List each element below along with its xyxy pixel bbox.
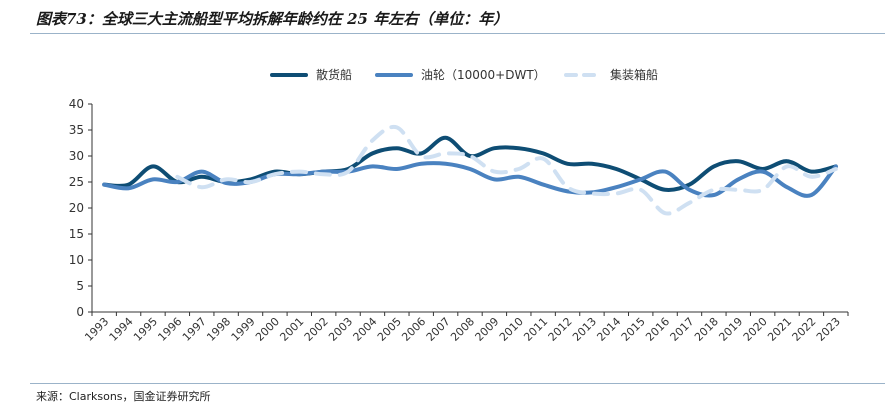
x-tick-label: 2003 xyxy=(326,315,355,344)
x-tick-label: 2019 xyxy=(716,315,745,344)
y-tick-label: 35 xyxy=(69,123,84,137)
legend-label: 油轮（10000+DWT） xyxy=(421,68,546,82)
x-tick-label: 2013 xyxy=(570,315,599,344)
y-tick-label: 10 xyxy=(69,253,84,267)
x-tick-label: 2022 xyxy=(790,315,819,344)
legend-label: 集装箱船 xyxy=(610,67,658,82)
x-tick-label: 2007 xyxy=(424,315,453,344)
x-tick-label: 1995 xyxy=(131,315,160,344)
x-tick-label: 2010 xyxy=(497,315,526,344)
source-note: 来源：Clarksons，国金证券研究所 xyxy=(36,390,211,403)
x-tick-label: 2018 xyxy=(692,315,721,344)
x-tick-label: 2021 xyxy=(765,315,794,344)
x-tick-label: 2005 xyxy=(375,315,404,344)
x-tick-label: 1998 xyxy=(204,315,233,344)
y-tick-label: 5 xyxy=(76,279,84,293)
y-tick-label: 20 xyxy=(69,201,84,215)
x-tick-label: 2001 xyxy=(277,315,306,344)
series-line xyxy=(102,135,838,192)
y-tick-label: 30 xyxy=(69,149,84,163)
x-tick-label: 1994 xyxy=(107,315,136,344)
x-tick-label: 2015 xyxy=(619,315,648,344)
y-tick-label: 40 xyxy=(69,97,84,111)
x-tick-label: 2000 xyxy=(253,315,282,344)
x-tick-label: 2008 xyxy=(448,315,477,344)
x-tick-label: 2020 xyxy=(741,315,770,344)
x-tick-label: 2017 xyxy=(668,315,697,344)
x-tick-label: 2002 xyxy=(302,315,331,344)
x-tick-label: 2016 xyxy=(643,315,672,344)
x-tick-label: 2023 xyxy=(814,315,843,344)
top-divider xyxy=(30,33,885,34)
x-tick-label: 2009 xyxy=(473,315,502,344)
x-tick-label: 1997 xyxy=(180,315,209,344)
x-tick-label: 1993 xyxy=(82,315,111,344)
x-tick-label: 1996 xyxy=(155,315,184,344)
legend-label: 散货船 xyxy=(316,67,352,82)
series-line xyxy=(175,124,838,216)
x-tick-label: 1999 xyxy=(229,315,258,344)
x-tick-label: 2011 xyxy=(521,315,550,344)
y-tick-label: 0 xyxy=(76,305,84,319)
x-tick-label: 2006 xyxy=(399,315,428,344)
x-tick-label: 2012 xyxy=(546,315,575,344)
y-tick-label: 25 xyxy=(69,175,84,189)
series-line xyxy=(102,161,838,198)
x-tick-label: 2004 xyxy=(351,315,380,344)
x-tick-label: 2014 xyxy=(594,315,623,344)
y-tick-label: 15 xyxy=(69,227,84,241)
bottom-divider xyxy=(30,383,885,384)
chart-title: 图表73：全球三大主流船型平均拆解年龄约在 25 年左右（单位：年） xyxy=(36,10,509,28)
